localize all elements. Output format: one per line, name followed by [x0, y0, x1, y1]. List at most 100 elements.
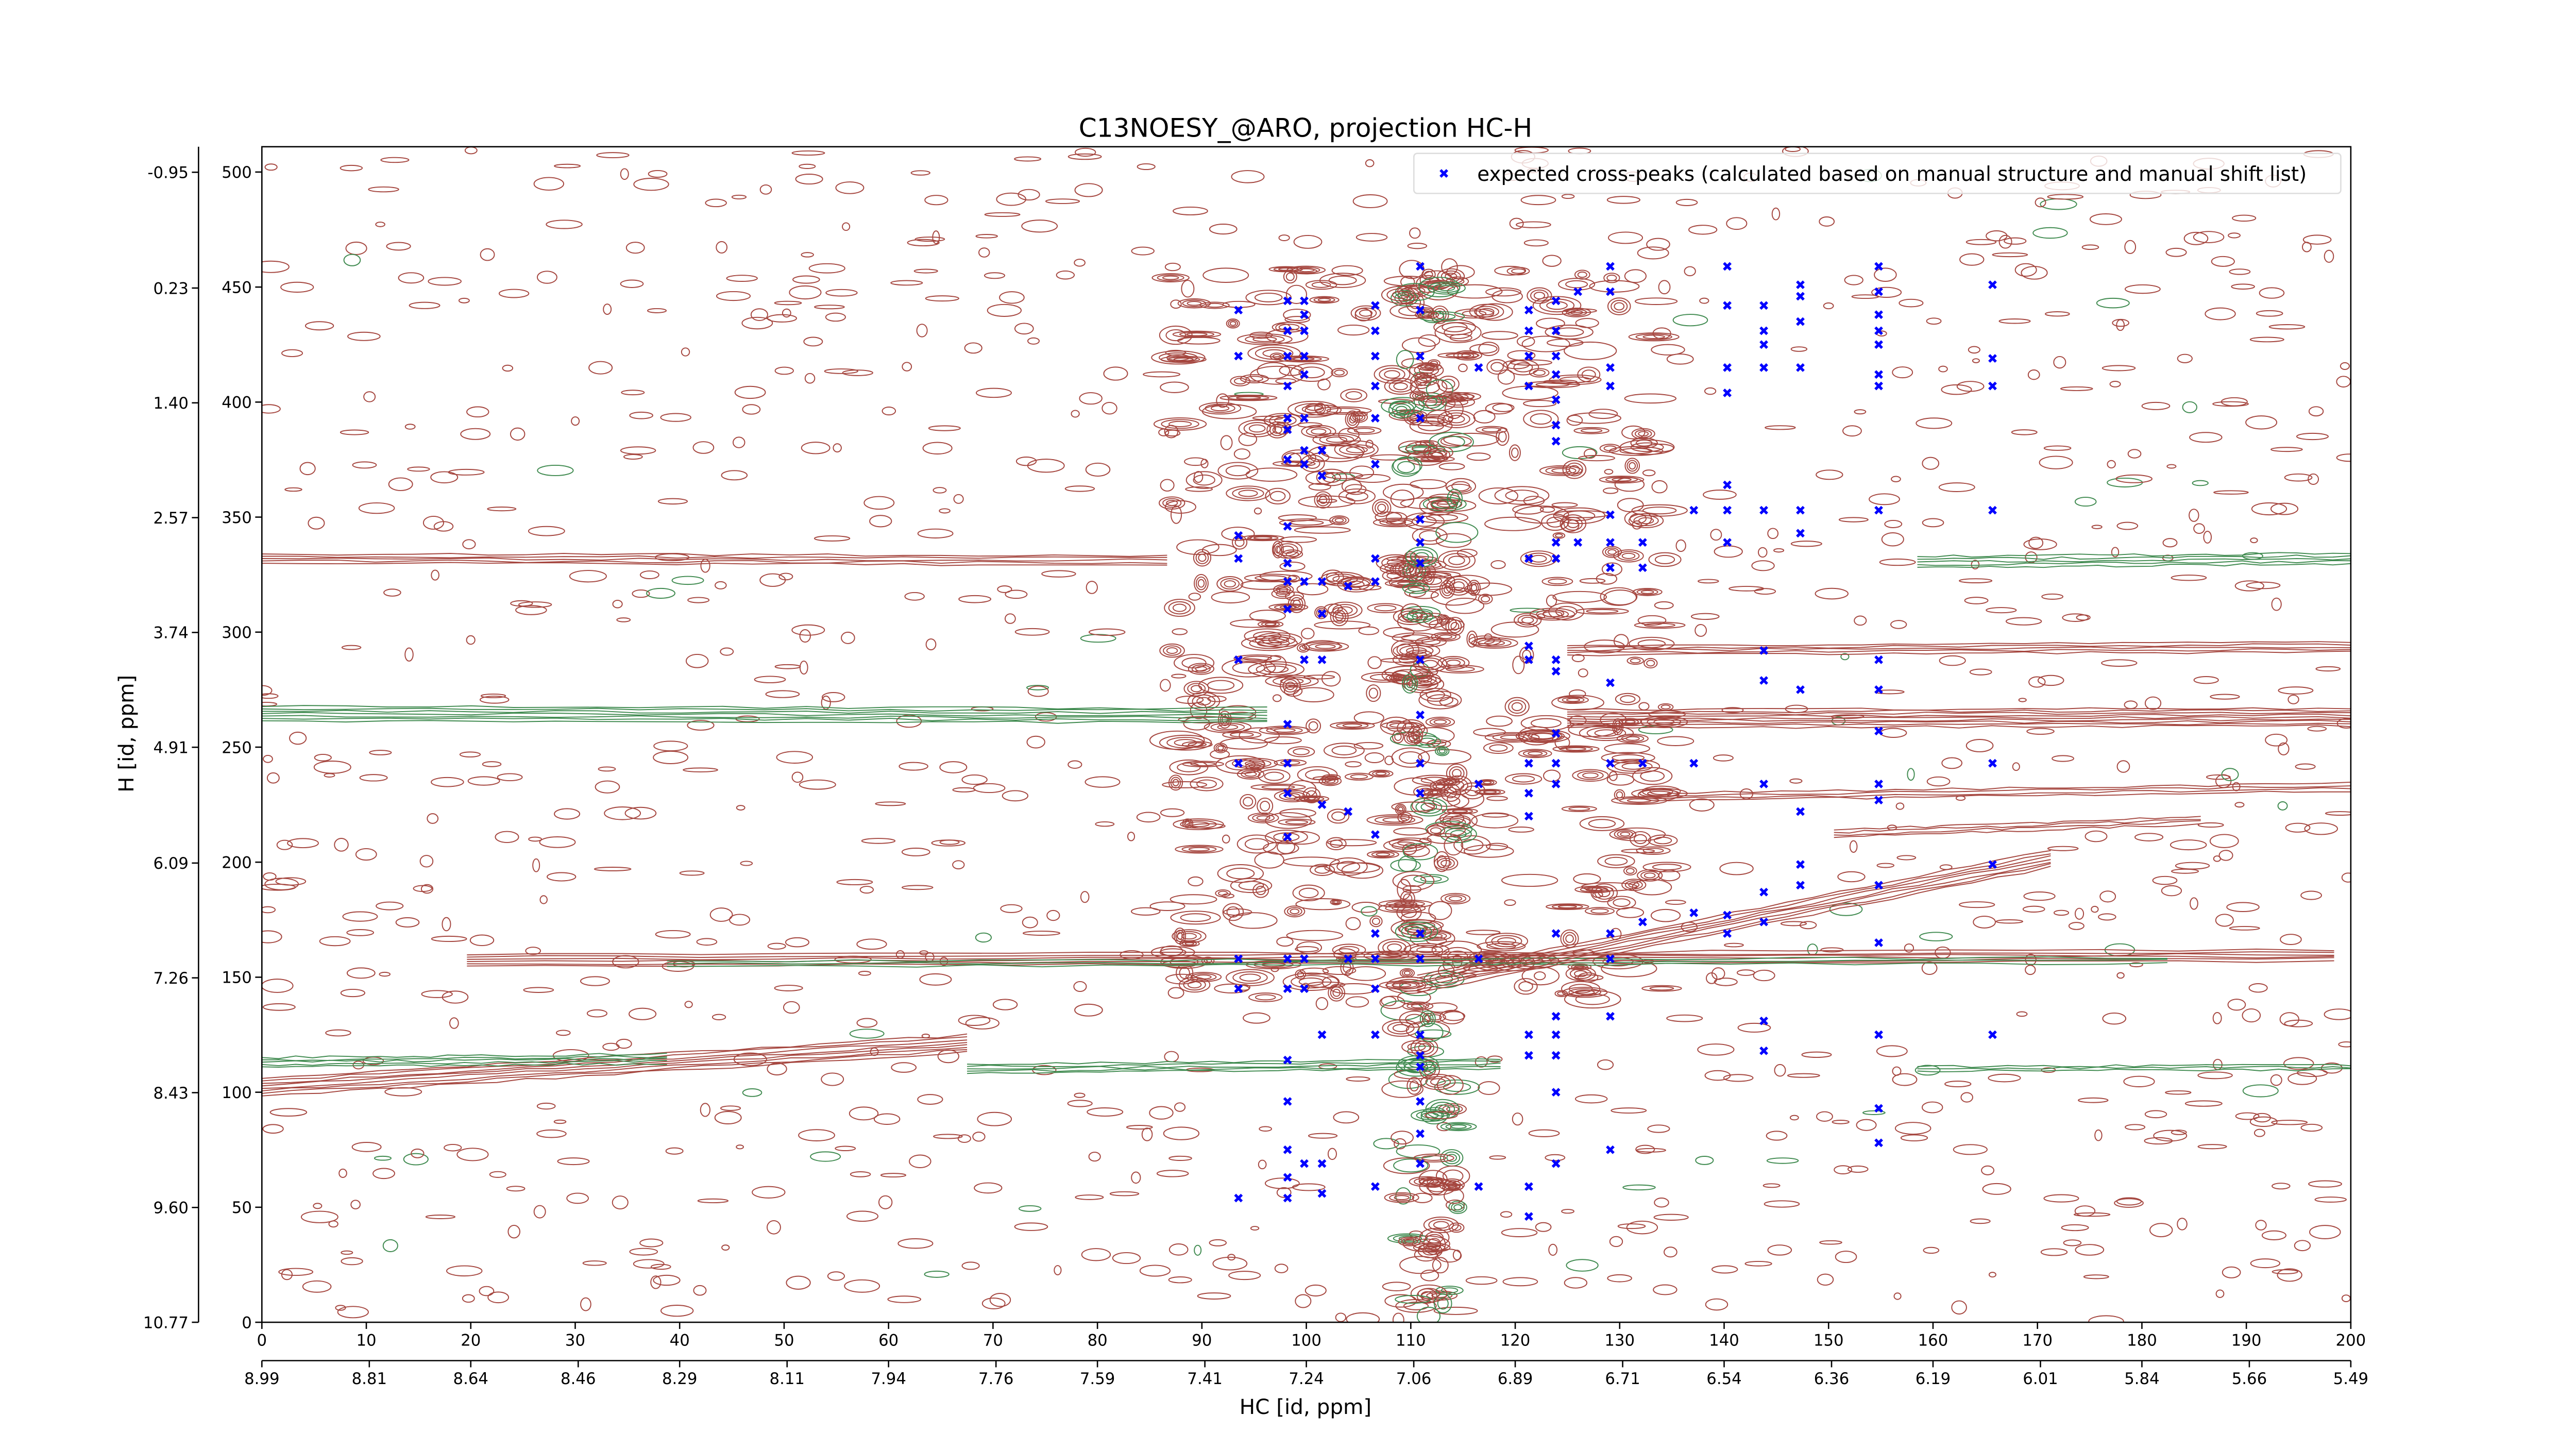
contour	[791, 624, 825, 636]
scatter-point	[1524, 1030, 1533, 1039]
contour	[1369, 915, 1383, 928]
contour	[2251, 502, 2287, 516]
contour	[801, 252, 814, 258]
contour	[2192, 480, 2209, 486]
contour	[1314, 866, 1330, 874]
scatter-point	[1759, 363, 1768, 372]
contour	[1317, 298, 1331, 302]
contour	[1434, 746, 1450, 756]
contour	[1606, 196, 1640, 204]
y-tick-label: 300	[222, 624, 252, 642]
contour	[1443, 553, 1470, 568]
contour	[665, 1147, 684, 1155]
contour	[1726, 217, 1748, 230]
scatter-point	[1524, 1182, 1533, 1191]
contour	[1640, 589, 1654, 594]
contour	[821, 692, 845, 702]
contour	[2308, 406, 2324, 417]
contour	[1621, 735, 1645, 743]
contour	[736, 1144, 744, 1150]
contour	[1240, 580, 1288, 590]
contour	[961, 1261, 980, 1270]
scatter-point	[1370, 577, 1380, 586]
contour	[263, 872, 277, 881]
contour	[767, 314, 797, 323]
contour	[1505, 490, 1539, 501]
contour	[1282, 831, 1320, 845]
contour	[653, 1274, 681, 1286]
contour	[2278, 686, 2314, 695]
contour	[1435, 816, 1471, 829]
contour	[2296, 432, 2329, 441]
scatter-point	[1606, 538, 1615, 547]
contour	[2028, 536, 2044, 549]
contour	[1512, 504, 1544, 515]
contour	[566, 1192, 589, 1204]
contour-band	[1834, 819, 2201, 834]
contour	[1471, 637, 1518, 649]
contour	[1175, 696, 1204, 704]
contour	[849, 1029, 885, 1039]
contour	[981, 1298, 1006, 1309]
contour	[2073, 1212, 2111, 1217]
contour	[1187, 981, 1202, 989]
contour	[1511, 268, 1526, 274]
contour	[1282, 679, 1298, 693]
contour	[1437, 1249, 1462, 1263]
contour	[907, 239, 940, 247]
contour	[1279, 561, 1306, 571]
y-tick-label: 500	[222, 163, 252, 182]
contour	[1306, 790, 1317, 801]
contour	[1451, 481, 1470, 492]
contour	[1205, 403, 1235, 413]
contour	[1424, 271, 1433, 278]
y-tick-label: 0	[242, 1313, 252, 1332]
contour	[1516, 221, 1551, 228]
contour	[1562, 460, 1587, 479]
contour	[2189, 432, 2223, 443]
contour	[1815, 587, 1849, 600]
contour	[1406, 610, 1434, 623]
scatter-point	[1416, 954, 1425, 964]
contour	[1562, 308, 1591, 317]
contour	[1938, 482, 1975, 492]
contour	[1530, 413, 1552, 425]
contour	[1182, 299, 1207, 307]
contour	[1404, 731, 1423, 745]
scatter-point	[1524, 351, 1533, 361]
scatter-point	[1300, 326, 1309, 335]
contour	[873, 1113, 901, 1125]
contour	[1959, 253, 1985, 266]
scatter-point	[1573, 287, 1583, 296]
contour	[1217, 462, 1259, 480]
contour	[444, 1143, 462, 1152]
contour	[1185, 486, 1213, 492]
contour	[2023, 538, 2057, 550]
contour	[1222, 893, 1235, 899]
contour	[1149, 730, 1205, 750]
contour	[1446, 1106, 1459, 1112]
contour	[1394, 1138, 1406, 1150]
contour	[939, 508, 951, 514]
contour	[1314, 402, 1326, 415]
contour	[1617, 1223, 1646, 1229]
contour	[1508, 699, 1527, 714]
contour	[1160, 808, 1185, 817]
contour	[1409, 227, 1421, 239]
contour	[989, 1293, 1011, 1307]
contour	[683, 767, 718, 772]
contour	[1567, 519, 1579, 528]
contour	[1919, 932, 1953, 941]
contour-band	[1567, 712, 2351, 716]
contour	[1316, 468, 1347, 486]
contour	[623, 454, 643, 460]
contour	[1428, 450, 1447, 460]
contour	[2026, 728, 2055, 735]
contour	[2152, 875, 2178, 885]
scatter-point	[1524, 326, 1533, 335]
contour	[1435, 1104, 1450, 1114]
contour	[1529, 368, 1550, 378]
contour	[653, 750, 689, 764]
contour	[1293, 234, 1323, 249]
contour	[374, 1155, 392, 1161]
